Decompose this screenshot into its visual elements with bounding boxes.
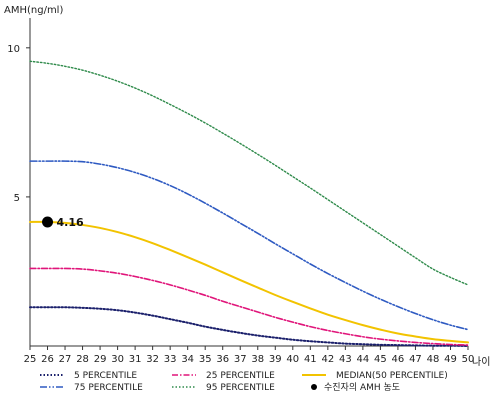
- x-tick-label: 29: [94, 354, 107, 365]
- x-tick-label: 42: [321, 354, 334, 365]
- x-tick-label: 44: [357, 354, 370, 365]
- legend-label: 5 PERCENTILE: [74, 371, 137, 381]
- x-tick-label: 45: [374, 354, 387, 365]
- x-tick-label: 31: [129, 354, 142, 365]
- x-tick-label: 46: [392, 354, 405, 365]
- series-line-median-50-percentile: [29, 220, 469, 344]
- x-axis-title: 나이: [472, 356, 490, 368]
- x-tick-label: 43: [339, 354, 352, 365]
- y-tick-label: 5: [14, 193, 20, 204]
- x-tick-label: 39: [269, 354, 282, 365]
- legend-item: 수진자의 AMH 농도: [311, 382, 400, 393]
- x-tick-label: 40: [286, 354, 299, 365]
- axes: 5 10 25 26 27 28 29 30 31 32 33 34 35 36 37 38 39 40 41 42 4…: [7, 18, 474, 365]
- x-tick-label: 37: [234, 354, 247, 365]
- legend-item: 25 PERCENTILE: [172, 371, 275, 381]
- y-axis-title: AMH(ng/ml): [4, 5, 63, 16]
- x-tick-label: 50: [462, 354, 475, 365]
- legend-item: MEDIAN(50 PERCENTILE): [302, 371, 448, 381]
- legend: 5 PERCENTILE 25 PERCENTILE MEDIAN(50 PERCE…: [40, 371, 448, 393]
- x-tick-label: 47: [409, 354, 422, 365]
- legend-item: 5 PERCENTILE: [40, 371, 137, 381]
- legend-label: 25 PERCENTILE: [206, 371, 275, 381]
- x-tick-label: 38: [251, 354, 264, 365]
- series-line-5-percentile: [29, 306, 469, 347]
- series-line-25-percentile: [29, 267, 469, 346]
- patient-amh-marker: [42, 216, 54, 228]
- x-tick-label: 48: [427, 354, 440, 365]
- legend-item: 95 PERCENTILE: [172, 383, 275, 393]
- legend-item: 75 PERCENTILE: [40, 383, 143, 393]
- x-tick-label: 41: [304, 354, 317, 365]
- legend-label: 수진자의 AMH 농도: [324, 382, 400, 393]
- x-tick-label: 28: [76, 354, 89, 365]
- series-line-95-percentile: [29, 60, 469, 286]
- legend-label: 75 PERCENTILE: [74, 383, 143, 393]
- x-tick-label: 30: [111, 354, 124, 365]
- series-line-75-percentile: [29, 160, 469, 331]
- x-tick-label: 36: [216, 354, 229, 365]
- x-tick-label: 34: [181, 354, 194, 365]
- marker-layer: 4.16: [42, 216, 84, 229]
- legend-marker-swatch: [311, 384, 317, 390]
- patient-amh-value-label: 4.16: [57, 216, 84, 229]
- x-tick-label: 35: [199, 354, 212, 365]
- x-tick-label: 25: [24, 354, 37, 365]
- x-tick-label: 27: [59, 354, 72, 365]
- series-layer: [29, 60, 469, 347]
- x-tick-label: 33: [164, 354, 177, 365]
- y-tick-label: 10: [7, 44, 20, 55]
- x-tick-label: 32: [146, 354, 159, 365]
- x-tick-label: 49: [444, 354, 457, 365]
- x-tick-label: 26: [41, 354, 54, 365]
- legend-label: MEDIAN(50 PERCENTILE): [336, 371, 448, 381]
- legend-label: 95 PERCENTILE: [206, 383, 275, 393]
